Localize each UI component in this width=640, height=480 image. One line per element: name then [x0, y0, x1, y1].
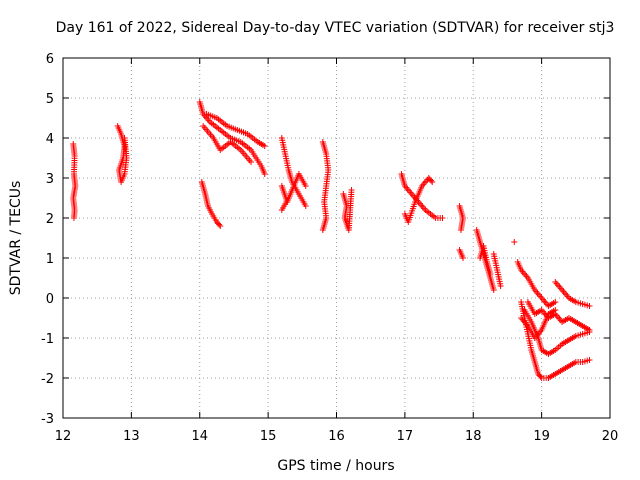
data-point	[261, 171, 268, 177]
grid	[63, 58, 610, 418]
y-tick-label: 3	[46, 172, 54, 187]
y-tick-label: -1	[41, 332, 54, 347]
data-point	[552, 299, 559, 305]
plot-frame	[62, 57, 611, 419]
x-tick-label: 18	[465, 429, 482, 444]
x-tick-label: 17	[397, 429, 414, 444]
data-point	[348, 187, 355, 193]
chart-title: Day 161 of 2022, Sidereal Day-to-day VTE…	[56, 20, 615, 36]
data-point	[285, 195, 292, 201]
y-axis-label: SDTVAR / TECUs	[8, 181, 24, 296]
data-marks	[70, 99, 593, 381]
data-point	[70, 215, 77, 221]
data-point	[586, 357, 593, 363]
x-tick-label: 15	[260, 429, 277, 444]
data-point	[248, 159, 255, 165]
y-tick-label: 0	[46, 292, 54, 307]
x-tick-label: 14	[191, 429, 208, 444]
data-point	[302, 183, 309, 189]
data-point	[302, 203, 309, 209]
x-tick-label: 16	[328, 429, 345, 444]
data-point	[261, 143, 268, 149]
y-tick-label: -2	[41, 372, 54, 387]
data-point	[217, 223, 224, 229]
data-point	[487, 271, 494, 277]
y-tick-label: 5	[46, 92, 54, 107]
data-point	[429, 179, 436, 185]
data-point	[457, 227, 464, 233]
y-tick-label: -3	[41, 412, 54, 427]
data-point	[459, 255, 466, 261]
x-tick-label: 13	[123, 429, 140, 444]
data-point	[490, 287, 497, 293]
x-tick-label: 20	[602, 429, 619, 444]
data-point	[552, 307, 559, 313]
data-point	[319, 227, 326, 233]
data-point	[511, 239, 518, 245]
y-tick-label: 6	[46, 52, 54, 67]
data-point	[428, 177, 435, 184]
y-tick-label: 4	[46, 132, 54, 147]
data-point	[497, 283, 504, 289]
data-point	[537, 373, 544, 380]
data-point	[439, 215, 446, 221]
y-tick-label: 1	[46, 252, 54, 267]
data-point	[121, 135, 128, 141]
x-axis-label: GPS time / hours	[277, 458, 394, 474]
data-point	[216, 221, 223, 228]
x-tick-label: 19	[533, 429, 550, 444]
y-tick-label: 2	[46, 212, 54, 227]
x-tick-label: 12	[55, 429, 72, 444]
data-point	[586, 303, 593, 309]
data-point	[586, 327, 593, 333]
